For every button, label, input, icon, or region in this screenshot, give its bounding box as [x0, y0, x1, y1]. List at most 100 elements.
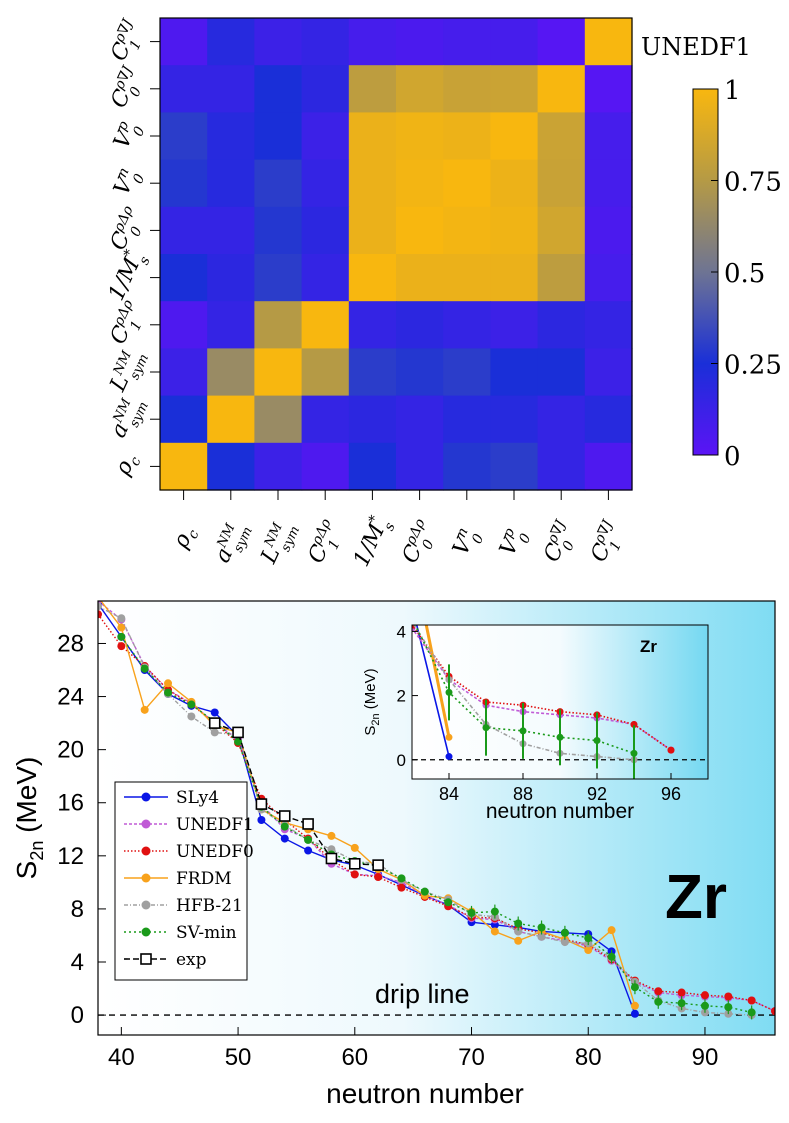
data-point — [490, 927, 499, 936]
row-label-v0p: Vp0 — [107, 117, 148, 155]
data-point — [39, 416, 46, 423]
heatmap-cell — [207, 395, 255, 444]
inset-x-tick-label: 84 — [439, 784, 459, 804]
data-point — [39, 397, 46, 404]
heatmap-cell — [396, 159, 444, 208]
heatmap-cell — [396, 395, 444, 444]
data-point — [372, 589, 379, 596]
data-point — [187, 512, 194, 519]
data-point — [164, 679, 173, 688]
heatmap-cell — [160, 395, 208, 444]
legend-label: SV-min — [176, 923, 237, 943]
heatmap-cell — [254, 395, 303, 444]
col-label-c1rhonablaj: Cρ∇J1 — [584, 517, 632, 569]
heatmap-cell — [490, 254, 539, 302]
inset-y-tick-label: 4 — [397, 622, 406, 641]
row-label-lsym: LNMsym — [104, 345, 152, 399]
col-label-asym: aNMsym — [209, 517, 256, 569]
heatmap-cell — [348, 18, 397, 66]
data-point — [98, 610, 102, 619]
colorbar-tick-label: 0.5 — [724, 259, 765, 289]
col-label-v0n: Vn0 — [447, 524, 488, 561]
heatmap-cell — [348, 112, 397, 161]
y-tick-label: 12 — [57, 843, 84, 870]
data-point — [327, 831, 336, 840]
svg-text:Cρ∇J0: Cρ∇J0 — [537, 517, 585, 569]
data-point — [39, 394, 46, 401]
data-point — [208, 717, 221, 729]
heatmap-cell — [301, 395, 350, 444]
heatmap-cell — [160, 301, 208, 349]
col-label-c0rhodeltarho: CρΔρ0 — [396, 516, 445, 570]
data-point — [187, 712, 196, 721]
data-point — [298, 567, 305, 574]
heatmap-cell — [254, 442, 303, 491]
heatmap-cell — [160, 254, 208, 302]
heatmap-cell — [254, 348, 303, 397]
inset-title: Zr — [640, 637, 657, 656]
inset-x-tick-label: 88 — [513, 784, 533, 804]
data-point — [280, 822, 289, 831]
s2n-legend: SLy4 UNEDF1 UNEDF0 FRDM HFB-21 SV-min exp — [114, 781, 254, 981]
heatmap-cells — [160, 18, 633, 491]
heatmap-cell — [537, 254, 586, 302]
row-label-v0n: Vn0 — [108, 164, 149, 201]
svg-text:S2n (MeV): S2n (MeV) — [11, 757, 47, 880]
heatmap-cell — [490, 65, 539, 113]
heatmap-cell — [490, 18, 539, 66]
heatmap-cell — [443, 112, 491, 161]
series-line-hfb-21 — [98, 605, 752, 1016]
data-point — [677, 988, 686, 997]
legend-label: HFB-21 — [176, 896, 243, 916]
data-point — [150, 474, 157, 481]
colorbar-tick-label: 0.25 — [724, 351, 782, 381]
data-point — [630, 1009, 639, 1018]
heatmap-cell — [348, 395, 397, 444]
heatmap-cell — [584, 442, 633, 491]
heatmap-cell — [396, 442, 444, 491]
data-point — [76, 426, 83, 433]
s2n-big-title: Zr — [665, 863, 727, 932]
svg-text:aNMsym: aNMsym — [105, 392, 152, 444]
y-tick-label: 20 — [57, 737, 84, 764]
colorbar-ticks: 0 0.25 0.5 0.75 1 — [711, 76, 782, 472]
data-point — [2, 394, 9, 401]
inset-x-axis-title: neutron number — [486, 800, 634, 823]
svg-text:LNMsym: LNMsym — [255, 517, 303, 571]
heatmap-cell — [537, 348, 586, 397]
heatmap-cell — [584, 206, 633, 255]
heatmap-cell — [254, 65, 303, 113]
heatmap-cell — [396, 206, 444, 255]
heatmap-cell — [207, 112, 255, 161]
data-point — [98, 601, 99, 602]
inset-series — [2, 394, 675, 779]
heatmap-cell — [207, 159, 255, 208]
heatmap-cell — [396, 112, 444, 161]
s2n-series — [98, 601, 775, 1020]
col-label-c0rhonablaj: Cρ∇J0 — [537, 517, 585, 569]
data-point — [140, 705, 149, 714]
heatmap-cell — [396, 18, 444, 66]
svg-text:CρΔρ1: CρΔρ1 — [302, 516, 351, 570]
svg-text:ρc: ρc — [110, 449, 145, 481]
data-point — [397, 874, 406, 883]
data-point — [298, 567, 305, 574]
data-point — [150, 477, 157, 484]
data-point — [164, 688, 173, 697]
data-point — [150, 490, 157, 497]
heatmap-cell — [537, 112, 586, 161]
svg-text:Vp0: Vp0 — [107, 117, 148, 155]
legend-marker — [141, 873, 151, 883]
data-point — [117, 623, 126, 632]
heatmap-cell — [301, 112, 350, 161]
row-label-c1rhonablaj: Cρ∇J1 — [104, 16, 152, 68]
row-label-c0rhonablaj: Cρ∇J0 — [104, 63, 152, 115]
heatmap-cell — [443, 159, 491, 208]
heatmap-cell — [584, 65, 633, 113]
svg-text:CρΔρ1: CρΔρ1 — [104, 297, 153, 351]
series-line-frdm — [100, 601, 636, 1007]
heatmap-cell — [348, 348, 397, 397]
heatmap-cell — [490, 206, 539, 255]
heatmap-cell — [348, 206, 397, 255]
